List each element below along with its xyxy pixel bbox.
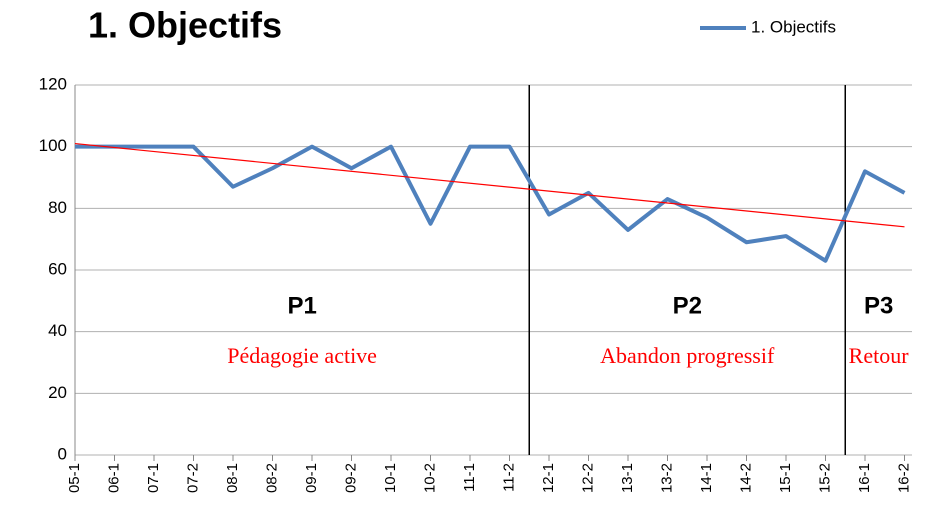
y-tick-label: 80 — [48, 198, 67, 217]
x-tick-label: 10-1 — [382, 463, 399, 493]
period-description: Retour — [849, 343, 910, 368]
x-tick-label: 15-2 — [816, 463, 833, 493]
data-line — [75, 144, 906, 263]
y-tick-label: 40 — [48, 321, 67, 340]
y-tick-label: 100 — [39, 136, 67, 155]
y-tick-label: 20 — [48, 383, 67, 402]
x-tick-label: 08-1 — [224, 463, 241, 493]
period-description: Abandon progressif — [600, 343, 775, 368]
trendline — [74, 142, 905, 228]
x-tick-label: 11-2 — [500, 463, 517, 492]
period-description: Pédagogie active — [227, 343, 377, 368]
x-tick-label: 11-1 — [461, 463, 478, 492]
x-tick-label: 09-2 — [342, 463, 359, 493]
legend-label: 1. Objectifs — [751, 17, 836, 36]
x-tick-label: 10-2 — [421, 463, 438, 493]
chart-title: 1. Objectifs — [88, 5, 282, 46]
x-tick-label: 12-1 — [540, 463, 557, 493]
period-label: P1 — [287, 292, 316, 319]
x-tick-label: 09-1 — [303, 463, 320, 493]
x-tick-label: 07-2 — [184, 463, 201, 493]
y-tick-label: 60 — [48, 259, 67, 278]
y-tick-label: 0 — [58, 444, 67, 463]
x-tick-label: 08-2 — [263, 463, 280, 493]
x-tick-label: 12-2 — [579, 463, 596, 493]
x-tick-label: 15-1 — [777, 463, 794, 493]
y-tick-label: 120 — [39, 74, 67, 93]
x-tick-label: 06-1 — [105, 463, 122, 493]
x-tick-label: 13-2 — [658, 463, 675, 493]
x-tick-label: 16-1 — [856, 463, 873, 493]
x-tick-label: 07-1 — [145, 463, 162, 493]
period-label: P3 — [864, 292, 893, 319]
x-tick-label: 14-1 — [698, 463, 715, 493]
x-tick-label: 14-2 — [737, 463, 754, 493]
x-tick-label: 13-1 — [619, 463, 636, 493]
x-tick-label: 05-1 — [66, 463, 83, 493]
period-label: P2 — [673, 292, 702, 319]
x-tick-label: 16-2 — [895, 463, 912, 493]
